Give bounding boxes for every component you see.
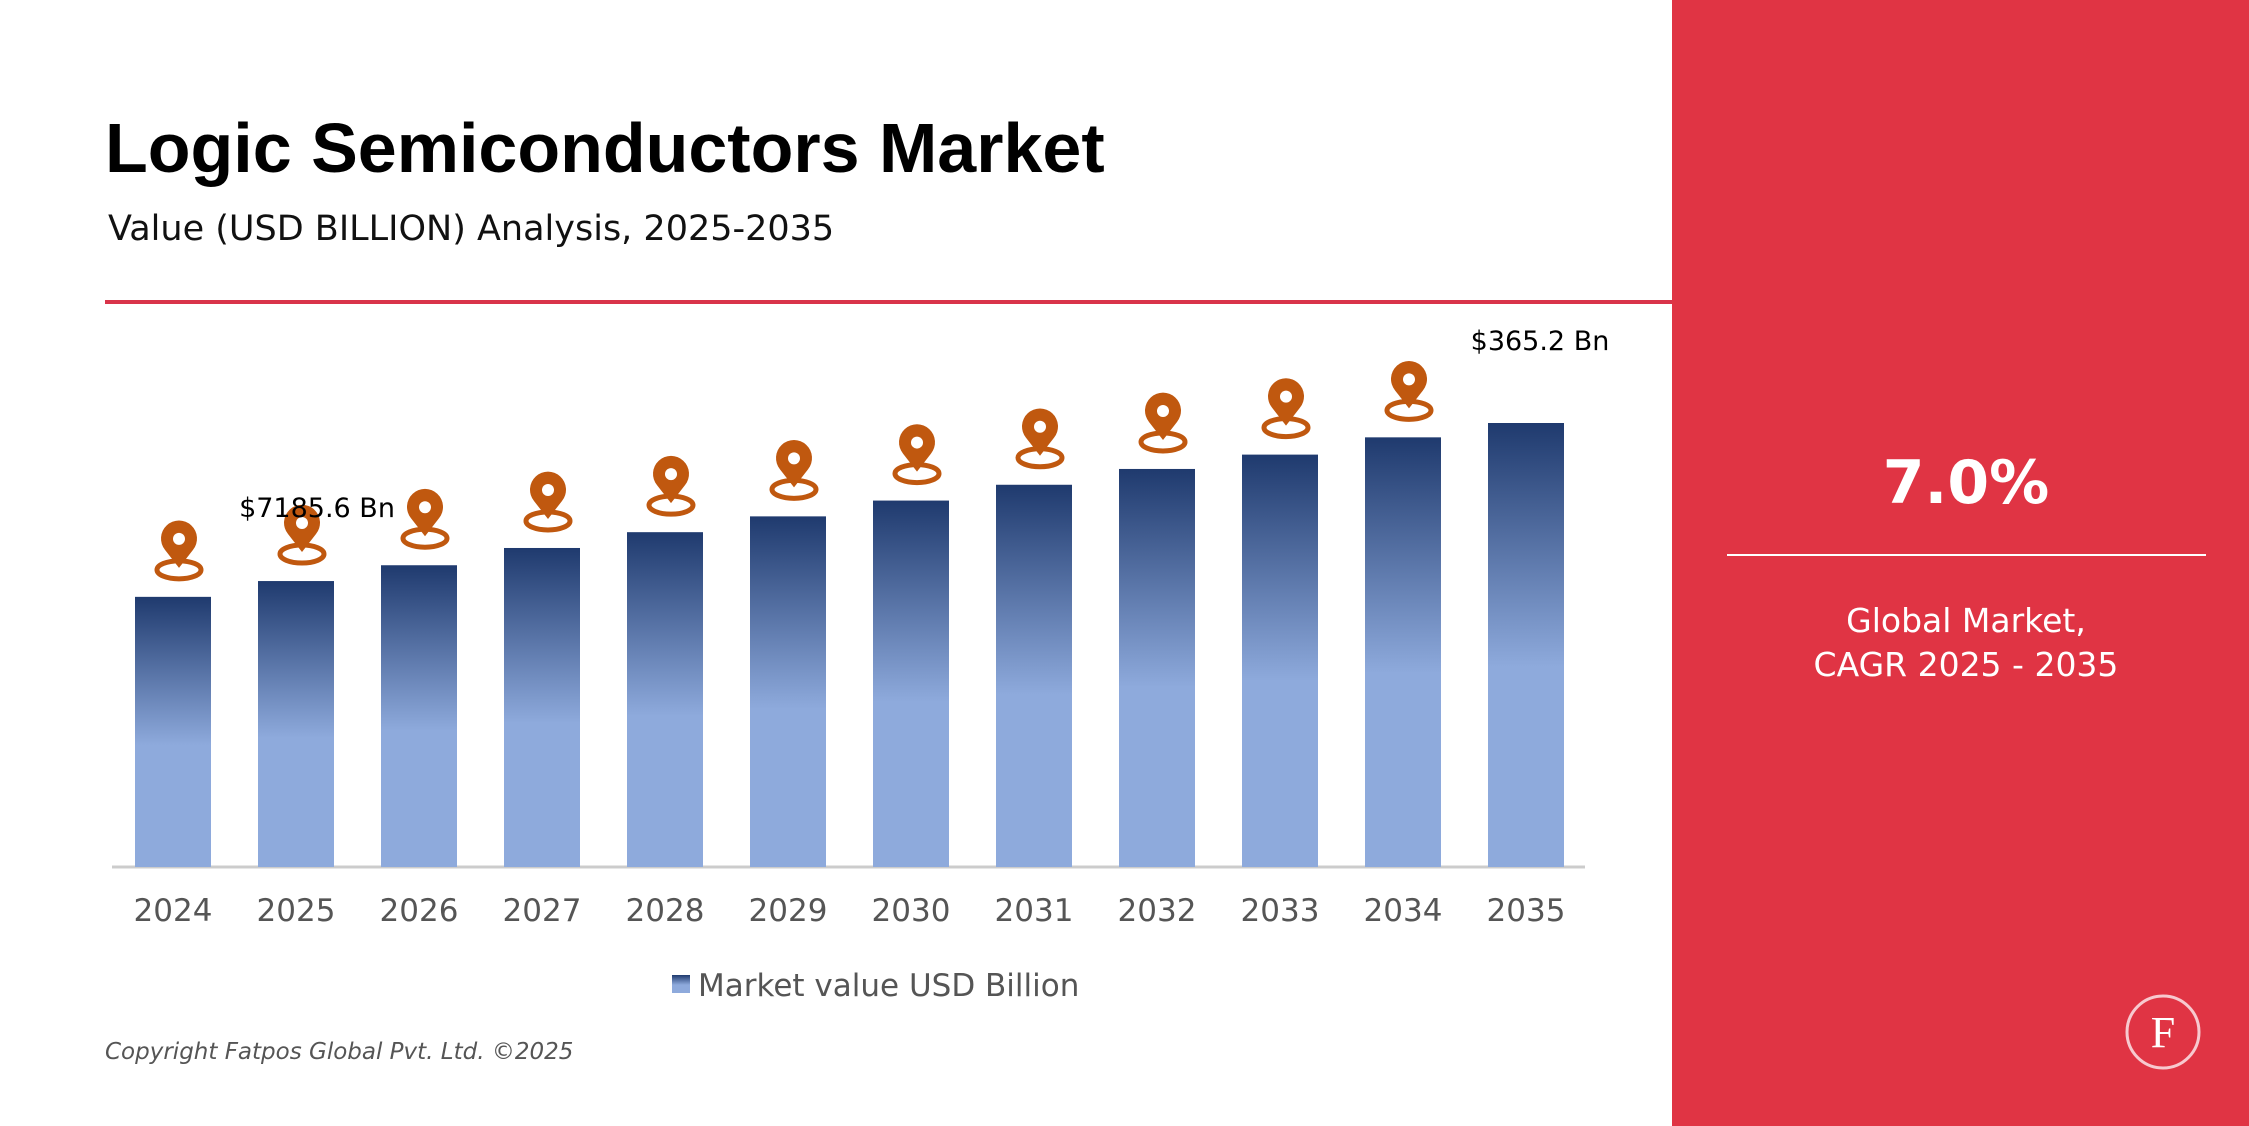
pin-icon [646, 455, 696, 517]
x-tick-label: 2027 [503, 893, 582, 929]
bar [504, 547, 580, 867]
pin-dot [542, 483, 554, 496]
side-panel [1672, 0, 2249, 1126]
pin-icon [1138, 392, 1188, 454]
x-tick-label: 2034 [1364, 893, 1443, 929]
pin-dot [1157, 404, 1169, 417]
bar [627, 532, 703, 867]
pin-dot [173, 532, 185, 545]
pin-icon [769, 440, 819, 501]
legend-label: Market value USD Billion [698, 968, 1079, 1004]
pin-dot [788, 452, 800, 465]
x-tick-label: 2024 [134, 893, 213, 929]
bar [996, 484, 1072, 867]
bar [750, 516, 826, 867]
pin-dot [1403, 373, 1415, 386]
pin-dot [911, 436, 923, 449]
logo: F [2151, 1008, 2175, 1057]
bar [381, 565, 457, 867]
pin-dot [1280, 390, 1292, 403]
x-tick-label: 2029 [749, 893, 828, 929]
chart-title: Logic Semiconductors Market [105, 109, 1105, 187]
pin-dot [296, 517, 308, 530]
x-tick-label: 2028 [626, 893, 705, 929]
pin-icon [154, 520, 204, 582]
copyright: Copyright Fatpos Global Pvt. Ltd. ©2025 [105, 1039, 573, 1065]
cagr-caption: CAGR 2025 - 2035 [1814, 645, 2119, 684]
pin-dot [665, 468, 677, 481]
bar [873, 500, 949, 867]
x-tick-label: 2035 [1487, 893, 1566, 929]
pin-icon [277, 504, 327, 566]
bar [258, 581, 334, 867]
chart-subtitle: Value (USD BILLION) Analysis, 2025-2035 [108, 209, 834, 249]
legend-swatch [672, 975, 690, 993]
pin-dot [419, 501, 431, 514]
x-tick-label: 2026 [380, 893, 459, 929]
pin-icon [523, 471, 573, 533]
bar [1488, 423, 1564, 867]
bar [1242, 454, 1318, 867]
pin-icon [1261, 378, 1311, 440]
x-tick-label: 2033 [1241, 893, 1320, 929]
bar [1365, 437, 1441, 867]
cagr-value: 7.0% [1883, 448, 2049, 518]
logo-ring [2125, 994, 2201, 1070]
x-tick-label: 2032 [1118, 893, 1197, 929]
pin-dot [1034, 420, 1046, 433]
bar [1119, 468, 1195, 867]
pin-icon [892, 424, 942, 486]
x-tick-label: 2025 [257, 893, 336, 929]
annotation: $7185.6 Bn [239, 493, 395, 524]
x-tick-label: 2030 [872, 893, 951, 929]
value-label: $365.2 Bn [1471, 326, 1610, 357]
x-tick-label: 2031 [995, 893, 1074, 929]
pin-icon [400, 488, 450, 550]
cagr-caption: Global Market, [1846, 601, 2086, 640]
pin-icon [1015, 408, 1065, 470]
pin-icon [1384, 361, 1434, 422]
legend: Market value USD Billion [672, 968, 1079, 1004]
bar [135, 596, 211, 867]
